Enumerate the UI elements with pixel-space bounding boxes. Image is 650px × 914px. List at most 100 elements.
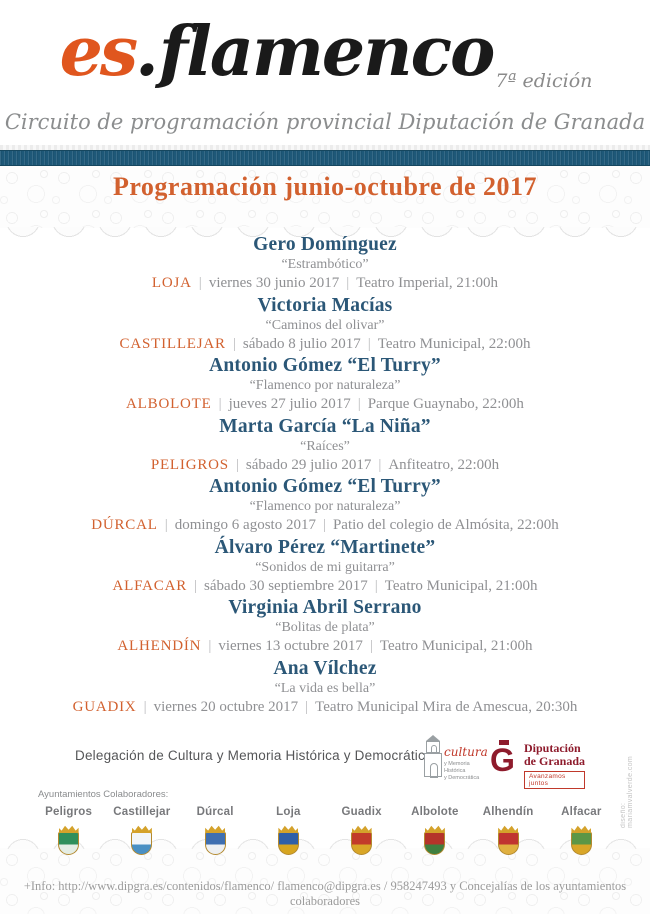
- event-date: jueves 27 julio 2017: [228, 396, 351, 412]
- event-item: Ana Vílchez “La vida es bella” GUADIX | vi…: [0, 657, 650, 718]
- show-title: “Sonidos de mi guitarra”: [255, 559, 395, 575]
- logo-edition: 7ª edición: [495, 70, 593, 92]
- town-label: Castillejar: [113, 806, 171, 818]
- artist-name: Antonio Gómez “El Turry”: [209, 476, 441, 497]
- events-list: Gero Domínguez “Estrambótico” LOJA | viern…: [0, 233, 650, 717]
- show-title: “Flamenco por naturaleza”: [249, 378, 401, 393]
- town-crest-icon: [203, 825, 227, 855]
- event-venue: Patio del colegio de Almósita, 22:00h: [332, 517, 559, 533]
- event-item: Gero Domínguez “Estrambótico” LOJA | viern…: [0, 233, 650, 294]
- town-crest-icon: [130, 825, 154, 855]
- town-crest-icon: [496, 825, 520, 855]
- event-date: viernes 30 junio 2017: [208, 275, 340, 291]
- separator: |: [357, 396, 361, 412]
- event-details: GUADIX | viernes 20 octubre 2017 | Teatro Mu…: [0, 698, 650, 718]
- design-credit: diseño: mariamvalverde.com: [620, 755, 634, 828]
- town-column: Loja: [252, 806, 325, 860]
- diputacion-slogan-badge: Avanzamos juntos: [524, 771, 585, 789]
- event-details: PELIGROS | sábado 29 julio 2017 | Anfiteatro…: [0, 456, 650, 476]
- bottom-lace-band: +Info: http://www.dipgra.es/contenidos/f…: [0, 836, 650, 914]
- town-column: Peligros: [32, 806, 105, 860]
- event-venue: Parque Guaynabo, 22:00h: [367, 396, 524, 412]
- town-name: GUADIX: [72, 698, 137, 715]
- artist-name: Ana Vílchez: [273, 657, 377, 679]
- town-label: Loja: [276, 806, 301, 818]
- tower-icon: [424, 735, 442, 779]
- town-label: Albolote: [411, 806, 459, 818]
- cultura-logo-subtext: y Memoria Histórica y Democrática: [444, 761, 480, 781]
- collaborating-towns-row: Peligros Castillejar Dúrcal Loja Guadix …: [32, 806, 618, 860]
- event-item: Victoria Macías “Caminos del olivar” CAS…: [0, 294, 650, 355]
- lace-strip: [0, 145, 650, 150]
- delegation-label: Delegación de Cultura y Memoria Históric…: [75, 748, 433, 763]
- separator: |: [198, 275, 202, 291]
- artist-name: Victoria Macías: [257, 294, 393, 316]
- event-details: DÚRCAL | domingo 6 agosto 2017 | Patio del c…: [0, 516, 650, 536]
- show-title: “Estrambótico”: [281, 257, 369, 272]
- diputacion-logo-text: Diputación de Granada: [524, 741, 586, 768]
- separator: |: [164, 517, 168, 533]
- separator: |: [218, 396, 222, 412]
- town-crest-icon: [276, 825, 300, 855]
- town-column: Alhendín: [472, 806, 545, 860]
- show-title: “Flamenco por naturaleza”: [249, 499, 401, 514]
- town-label: Guadix: [341, 806, 382, 818]
- town-name: PELIGROS: [150, 456, 229, 473]
- separator: |: [367, 335, 371, 352]
- event-venue: Teatro Municipal, 21:00h: [379, 638, 533, 654]
- event-date: viernes 20 octubre 2017: [153, 698, 299, 715]
- artist-name: Marta García “La Niña”: [219, 415, 431, 437]
- town-column: Guadix: [325, 806, 398, 860]
- event-venue: Teatro Imperial, 21:00h: [356, 275, 499, 291]
- logo-es: es: [59, 12, 139, 92]
- event-venue: Anfiteatro, 22:00h: [388, 456, 500, 473]
- cultura-logo-script: cultura: [444, 745, 488, 759]
- separator: |: [305, 698, 309, 715]
- artist-name: Gero Domínguez: [253, 234, 397, 255]
- town-name: ALFACAR: [112, 577, 188, 594]
- separator: |: [235, 456, 239, 473]
- show-title: “Raíces”: [300, 438, 350, 454]
- separator: |: [378, 456, 382, 473]
- teal-divider-bar: [0, 150, 650, 166]
- show-title: “Caminos del olivar”: [265, 317, 385, 333]
- show-title: “La vida es bella”: [274, 680, 376, 696]
- diputacion-g-icon: G: [490, 740, 515, 778]
- separator: |: [374, 577, 378, 594]
- town-column: Castillejar: [105, 806, 178, 860]
- separator: |: [208, 638, 212, 654]
- event-date: viernes 13 octubre 2017: [218, 638, 363, 654]
- town-column: Alfacar: [545, 806, 618, 860]
- event-venue: Teatro Municipal, 22:00h: [377, 335, 531, 352]
- logo-word: flamenco: [158, 12, 496, 92]
- separator: |: [369, 638, 373, 654]
- town-label: Dúrcal: [196, 806, 234, 818]
- event-date: sábado 29 julio 2017: [245, 456, 372, 473]
- separator: |: [322, 517, 326, 533]
- artist-name: Álvaro Pérez “Martinete”: [214, 536, 436, 558]
- town-crest-icon: [57, 825, 81, 855]
- event-item: Antonio Gómez “El Turry” “Flamenco por n…: [0, 354, 650, 415]
- event-item: Virginia Abril Serrano “Bolitas de plata…: [0, 596, 650, 657]
- event-venue: Teatro Municipal Mira de Amescua, 20:30h: [315, 698, 578, 715]
- show-title: “Bolitas de plata”: [275, 620, 375, 635]
- event-item: Antonio Gómez “El Turry” “Flamenco por n…: [0, 475, 650, 536]
- artist-name: Virginia Abril Serrano: [228, 597, 422, 618]
- town-column: Dúrcal: [179, 806, 252, 860]
- separator: |: [143, 698, 147, 715]
- event-details: ALHENDÍN | viernes 13 octubre 2017 | Teatro …: [0, 637, 650, 657]
- town-crest-icon: [423, 825, 447, 855]
- logo: es.flamenco 7ª edición: [0, 12, 650, 92]
- event-details: ALFACAR | sábado 30 septiembre 2017 | Teatro…: [0, 577, 650, 597]
- event-date: domingo 6 agosto 2017: [174, 517, 316, 533]
- town-name: DÚRCAL: [91, 517, 158, 533]
- cultura-logo: cultura y Memoria Histórica y Democrátic…: [418, 733, 488, 783]
- banner-band: Programación junio-octubre de 2017: [0, 166, 650, 241]
- contact-info-line: +Info: http://www.dipgra.es/contenidos/f…: [23, 879, 627, 908]
- separator: |: [194, 577, 198, 594]
- tagline: Circuito de programación provincial Dipu…: [4, 110, 646, 134]
- town-name: CASTILLEJAR: [119, 335, 226, 352]
- event-item: Marta García “La Niña” “Raíces” PELIGROS…: [0, 415, 650, 476]
- event-details: CASTILLEJAR | sábado 8 julio 2017 | Teatro M…: [0, 335, 650, 355]
